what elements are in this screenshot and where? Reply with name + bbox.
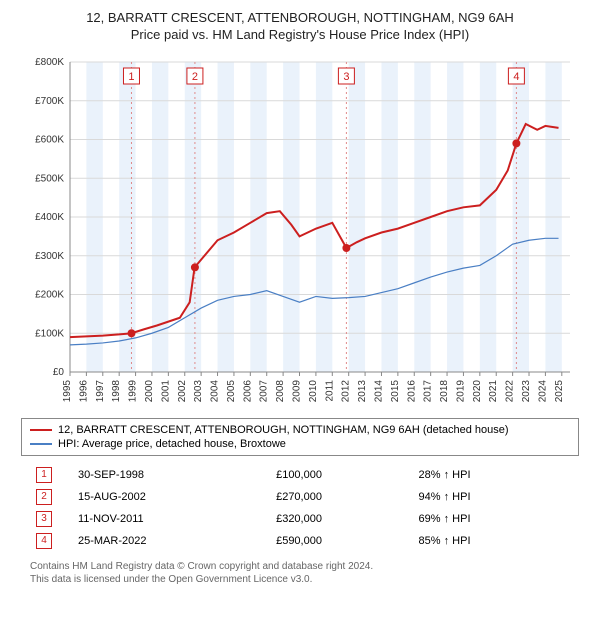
- svg-text:2023: 2023: [521, 379, 532, 402]
- footer-note: Contains HM Land Registry data © Crown c…: [30, 560, 570, 586]
- svg-text:£0: £0: [53, 367, 65, 378]
- svg-text:2020: 2020: [472, 379, 483, 402]
- svg-text:£800K: £800K: [35, 57, 64, 68]
- sale-date: 15-AUG-2002: [72, 486, 270, 508]
- svg-text:£100K: £100K: [35, 328, 64, 339]
- legend-item: 12, BARRATT CRESCENT, ATTENBOROUGH, NOTT…: [30, 423, 570, 437]
- svg-text:2014: 2014: [373, 379, 384, 402]
- svg-text:2005: 2005: [226, 379, 237, 402]
- chart-svg: £0 £100K £200K £300K £400K £500K £600K £700K £80…: [20, 52, 580, 412]
- svg-text:3: 3: [343, 71, 349, 83]
- sale-date: 11-NOV-2011: [72, 508, 270, 530]
- sales-table: 1 30-SEP-1998£100,00028% ↑ HPI 2 15-AUG-200…: [30, 464, 570, 552]
- svg-text:1: 1: [128, 71, 134, 83]
- svg-text:2013: 2013: [357, 379, 368, 402]
- chart-subtitle: Price paid vs. HM Land Registry's House …: [10, 27, 590, 44]
- sale-date: 25-MAR-2022: [72, 530, 270, 552]
- chart-header: 12, BARRATT CRESCENT, ATTENBOROUGH, NOTT…: [10, 10, 590, 44]
- table-row: 3 11-NOV-2011£320,00069% ↑ HPI: [30, 508, 570, 530]
- sale-price: £590,000: [270, 530, 412, 552]
- svg-text:2000: 2000: [144, 379, 155, 402]
- address-title: 12, BARRATT CRESCENT, ATTENBOROUGH, NOTT…: [10, 10, 590, 27]
- svg-text:£700K: £700K: [35, 96, 64, 107]
- table-row: 1 30-SEP-1998£100,00028% ↑ HPI: [30, 464, 570, 486]
- sale-delta: 28% ↑ HPI: [413, 464, 570, 486]
- svg-text:2007: 2007: [259, 379, 270, 402]
- sale-delta: 69% ↑ HPI: [413, 508, 570, 530]
- svg-text:1997: 1997: [95, 379, 106, 402]
- sale-price: £100,000: [270, 464, 412, 486]
- svg-text:2003: 2003: [193, 379, 204, 402]
- svg-text:2: 2: [192, 71, 198, 83]
- svg-text:2010: 2010: [308, 379, 319, 402]
- svg-text:2002: 2002: [177, 379, 188, 402]
- table-row: 2 15-AUG-2002£270,00094% ↑ HPI: [30, 486, 570, 508]
- sale-price: £270,000: [270, 486, 412, 508]
- svg-text:£300K: £300K: [35, 251, 64, 262]
- sale-marker-icon: 1: [36, 467, 52, 483]
- legend: 12, BARRATT CRESCENT, ATTENBOROUGH, NOTT…: [21, 418, 579, 456]
- svg-text:2012: 2012: [341, 379, 352, 402]
- svg-text:2016: 2016: [406, 379, 417, 402]
- svg-text:1996: 1996: [78, 379, 89, 402]
- svg-text:2024: 2024: [537, 379, 548, 402]
- svg-text:2021: 2021: [488, 379, 499, 402]
- svg-text:2025: 2025: [554, 379, 565, 402]
- legend-label: HPI: Average price, detached house, Brox…: [58, 438, 286, 450]
- svg-text:2018: 2018: [439, 379, 450, 402]
- svg-text:£200K: £200K: [35, 289, 64, 300]
- sale-marker-icon: 4: [36, 533, 52, 549]
- table-row: 4 25-MAR-2022£590,00085% ↑ HPI: [30, 530, 570, 552]
- svg-text:1995: 1995: [62, 379, 73, 402]
- svg-text:4: 4: [513, 71, 519, 83]
- svg-text:1998: 1998: [111, 379, 122, 402]
- sale-marker-icon: 3: [36, 511, 52, 527]
- svg-text:2004: 2004: [210, 379, 221, 402]
- footer-line: Contains HM Land Registry data © Crown c…: [30, 560, 570, 573]
- legend-label: 12, BARRATT CRESCENT, ATTENBOROUGH, NOTT…: [58, 424, 509, 436]
- svg-text:£500K: £500K: [35, 173, 64, 184]
- svg-text:2011: 2011: [324, 379, 335, 401]
- sale-delta: 85% ↑ HPI: [413, 530, 570, 552]
- svg-text:£600K: £600K: [35, 134, 64, 145]
- sale-marker-icon: 2: [36, 489, 52, 505]
- footer-line: This data is licensed under the Open Gov…: [30, 573, 570, 586]
- price-chart: £0 £100K £200K £300K £400K £500K £600K £700K £80…: [20, 52, 580, 412]
- legend-swatch-property: [30, 429, 52, 431]
- svg-text:1999: 1999: [128, 379, 139, 402]
- legend-item: HPI: Average price, detached house, Brox…: [30, 437, 570, 451]
- svg-text:2017: 2017: [423, 379, 434, 402]
- svg-text:2001: 2001: [160, 379, 171, 402]
- sale-price: £320,000: [270, 508, 412, 530]
- svg-text:£400K: £400K: [35, 212, 64, 223]
- svg-text:2022: 2022: [505, 379, 516, 402]
- svg-text:2006: 2006: [242, 379, 253, 402]
- sale-date: 30-SEP-1998: [72, 464, 270, 486]
- svg-text:2015: 2015: [390, 379, 401, 402]
- svg-text:2019: 2019: [455, 379, 466, 402]
- svg-text:2008: 2008: [275, 379, 286, 402]
- svg-text:2009: 2009: [292, 379, 303, 402]
- legend-swatch-hpi: [30, 443, 52, 445]
- sale-delta: 94% ↑ HPI: [413, 486, 570, 508]
